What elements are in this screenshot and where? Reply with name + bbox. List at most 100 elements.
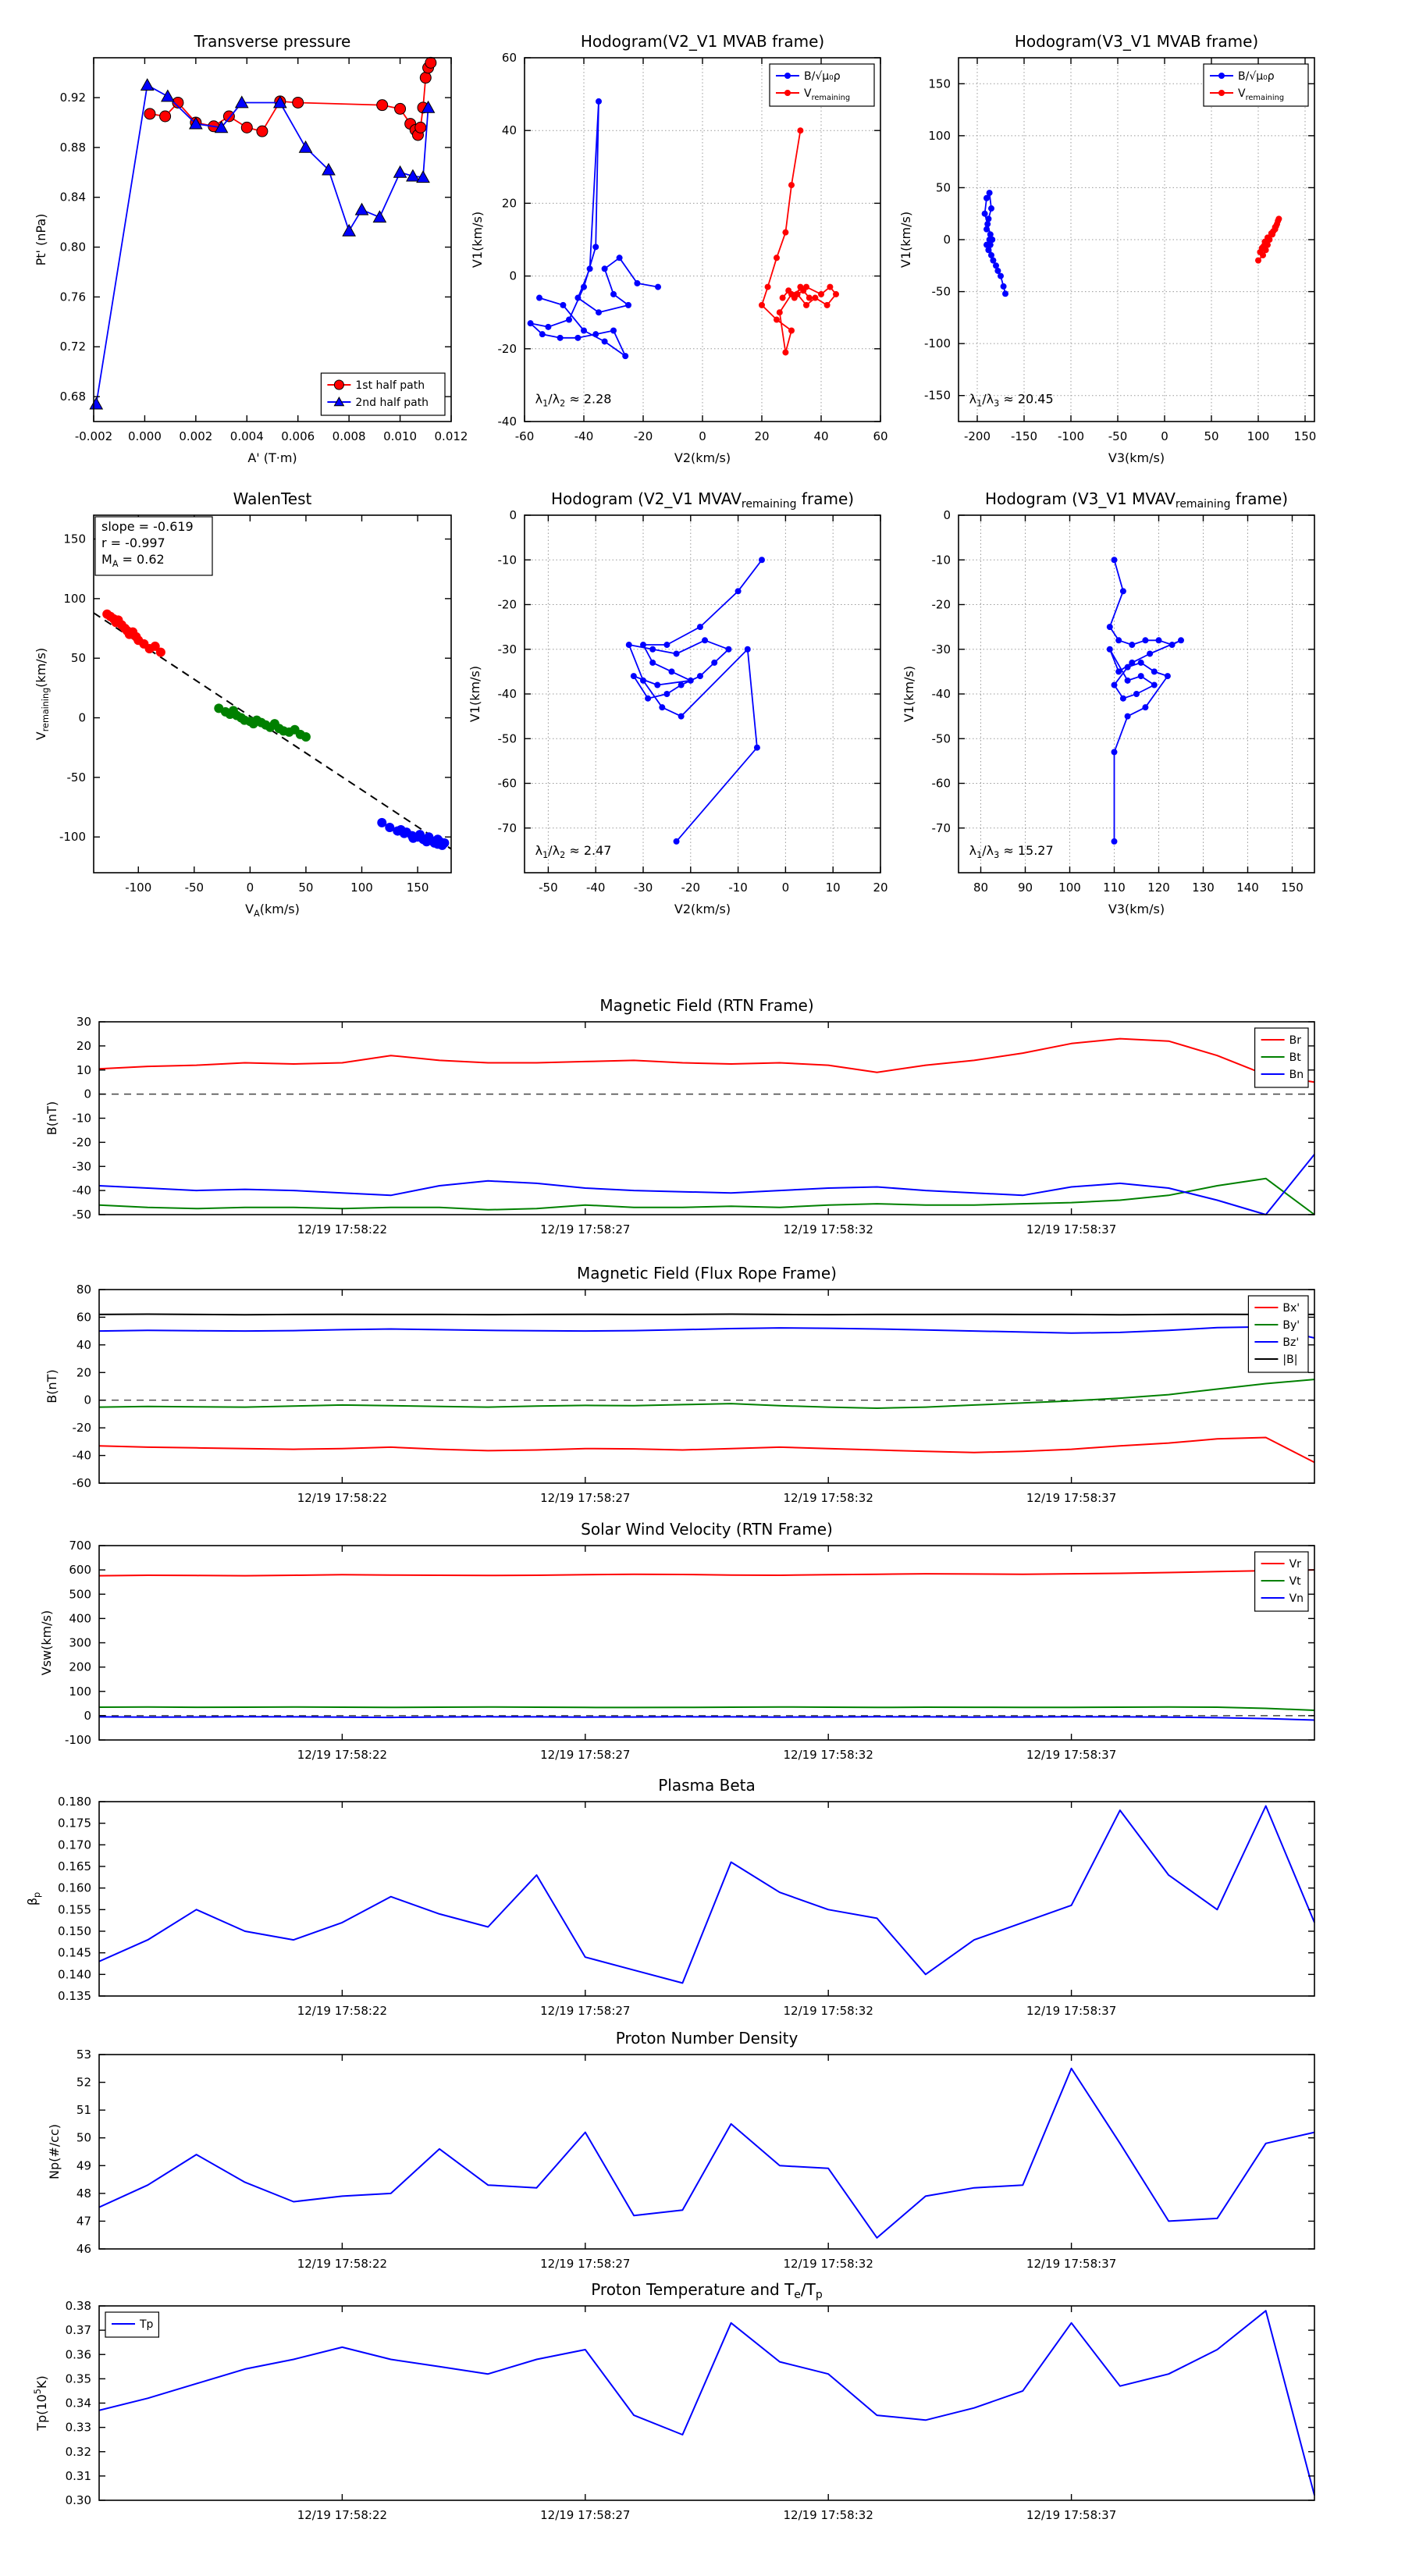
panel-title: Plasma Beta <box>658 1776 756 1795</box>
y-tick-label: 0.32 <box>66 2445 91 2459</box>
y-tick-label: 0.92 <box>60 91 86 105</box>
x-tick-label: -20 <box>681 881 701 895</box>
y-axis-label: V1(km/s) <box>470 212 485 268</box>
x-axis-label: V3(km/s) <box>1108 450 1165 465</box>
x-tick-label: 130 <box>1192 881 1215 895</box>
y-tick-label: 0.145 <box>58 1946 91 1960</box>
panel-title: Transverse pressure <box>194 32 351 51</box>
x-tick-label: 12/19 17:58:32 <box>784 1222 873 1236</box>
y-tick-label: 0 <box>509 269 517 283</box>
y-tick-label: 50 <box>936 180 951 194</box>
x-tick-label: 0.000 <box>128 429 162 443</box>
x-tick-label: 50 <box>1204 429 1218 443</box>
y-tick-label: 500 <box>69 1587 91 1601</box>
x-tick-label: 12/19 17:58:32 <box>784 1491 873 1505</box>
x-tick-label: 140 <box>1236 881 1259 895</box>
y-tick-label: 0.35 <box>66 2371 91 2386</box>
y-tick-label: 0.150 <box>58 1924 91 1938</box>
x-tick-label: -50 <box>539 881 558 895</box>
legend: 1st half path 2nd half path <box>320 372 446 416</box>
y-tick-label: 60 <box>502 51 517 65</box>
x-tick-label: 12/19 17:58:37 <box>1026 1748 1116 1762</box>
y-tick-label: 80 <box>76 1283 91 1297</box>
x-tick-label: 100 <box>1247 429 1270 443</box>
y-tick-label: 60 <box>76 1310 91 1324</box>
np-line-0 <box>98 2067 1315 2239</box>
y-tick-label: -50 <box>932 731 951 745</box>
y-tick-label: -70 <box>498 821 518 835</box>
x-tick-label: 12/19 17:58:22 <box>297 2508 387 2522</box>
x-axis-label: VA(km/s) <box>245 902 300 919</box>
x-tick-label: -100 <box>1058 429 1084 443</box>
legend-label: B/√μ₀ρ <box>1238 70 1275 83</box>
panel-hodogram_v3v1_mvav: 80 90 100 110 120 130 140 150 -70 -60 -50 -40 -30 -20… <box>902 489 1315 916</box>
y-tick-label: 300 <box>69 1636 91 1650</box>
y-tick-label: 0 <box>943 233 951 247</box>
beta-line-0 <box>98 1805 1315 1984</box>
x-tick-label: 12/19 17:58:27 <box>540 1748 630 1762</box>
y-tick-label: -40 <box>73 1449 92 1463</box>
stats-line: r = -0.997 <box>101 535 165 550</box>
x-tick-label: 20 <box>873 881 887 895</box>
y-tick-label: -20 <box>73 1135 92 1149</box>
y-axis-label: Vremaining(km/s) <box>34 648 51 741</box>
y-axis-label: V1(km/s) <box>898 212 913 268</box>
x-axis-label: V2(km/s) <box>674 450 731 465</box>
y-tick-label: 50 <box>71 651 86 665</box>
y-tick-label: -50 <box>67 770 87 785</box>
y-tick-label: 10 <box>76 1063 91 1077</box>
x-tick-label: 12/19 17:58:27 <box>540 1222 630 1236</box>
y-tick-label: 0.34 <box>66 2396 91 2411</box>
x-tick-label: -200 <box>964 429 991 443</box>
x-tick-label: 12/19 17:58:37 <box>1026 1222 1116 1236</box>
panel-b_rtn: 12/19 17:58:22 12/19 17:58:27 12/19 17:58:… <box>44 996 1315 1236</box>
y-tick-label: 40 <box>502 123 517 137</box>
y-tick-label: -50 <box>932 285 951 299</box>
y-tick-label: -50 <box>498 731 518 745</box>
legend-label: Br <box>1289 1034 1302 1047</box>
y-tick-label: 0.175 <box>58 1816 91 1831</box>
y-tick-label: 0.160 <box>58 1881 91 1895</box>
y-tick-label: 20 <box>76 1365 91 1379</box>
x-tick-label: 0 <box>699 429 706 443</box>
y-tick-label: -50 <box>73 1208 92 1222</box>
legend: Bx' By' Bz' |B| <box>1247 1295 1309 1373</box>
annotation: λ1/λ3 ≈ 15.27 <box>969 843 1054 860</box>
y-tick-label: 0.33 <box>66 2421 91 2435</box>
y-tick-label: 0.76 <box>60 290 86 304</box>
panel-title: WalenTest <box>233 489 312 508</box>
x-tick-label: 50 <box>298 881 313 895</box>
annotation: λ1/λ2 ≈ 2.47 <box>535 843 612 860</box>
legend-label: Vremaining <box>1238 87 1284 102</box>
x-tick-label: 110 <box>1103 881 1126 895</box>
legend: Br Bt Bn <box>1254 1027 1309 1088</box>
y-tick-label: -20 <box>498 598 518 612</box>
legend-label: Vt <box>1289 1575 1302 1588</box>
y-tick-label: 0 <box>509 508 517 522</box>
y-tick-label: 51 <box>76 2103 91 2117</box>
panel-beta: 12/19 17:58:22 12/19 17:58:27 12/19 17:58:… <box>25 1776 1315 2018</box>
x-tick-label: 12/19 17:58:22 <box>297 1748 387 1762</box>
legend-label: Bn <box>1289 1069 1304 1081</box>
y-tick-label: -20 <box>932 598 951 612</box>
y-tick-label: -100 <box>65 1733 91 1747</box>
panel-title: Proton Temperature and Te/Tp <box>591 2280 823 2301</box>
y-tick-label: 600 <box>69 1563 91 1577</box>
y-tick-label: 150 <box>928 76 951 91</box>
y-tick-label: 400 <box>69 1611 91 1625</box>
legend: B/√μ₀ρ Vremaining <box>769 63 875 107</box>
x-tick-label: 12/19 17:58:27 <box>540 2004 630 2018</box>
y-tick-label: 49 <box>76 2158 91 2172</box>
y-tick-label: -100 <box>59 830 86 844</box>
legend-label: Bz' <box>1282 1336 1299 1349</box>
y-tick-label: 0.88 <box>60 141 86 155</box>
y-tick-label: 30 <box>76 1015 91 1029</box>
x-tick-label: -60 <box>515 429 535 443</box>
y-axis-label: Tp(105K) <box>33 2375 49 2431</box>
y-tick-label: -40 <box>932 687 951 701</box>
panel-transverse_pressure: -0.002 0.000 0.002 0.004 0.006 0.008 0.010 0.01… <box>34 32 468 465</box>
y-tick-label: -30 <box>932 642 951 656</box>
y-tick-label: -20 <box>73 1421 92 1435</box>
y-tick-label: -40 <box>73 1183 92 1197</box>
y-tick-label: -30 <box>498 642 518 656</box>
